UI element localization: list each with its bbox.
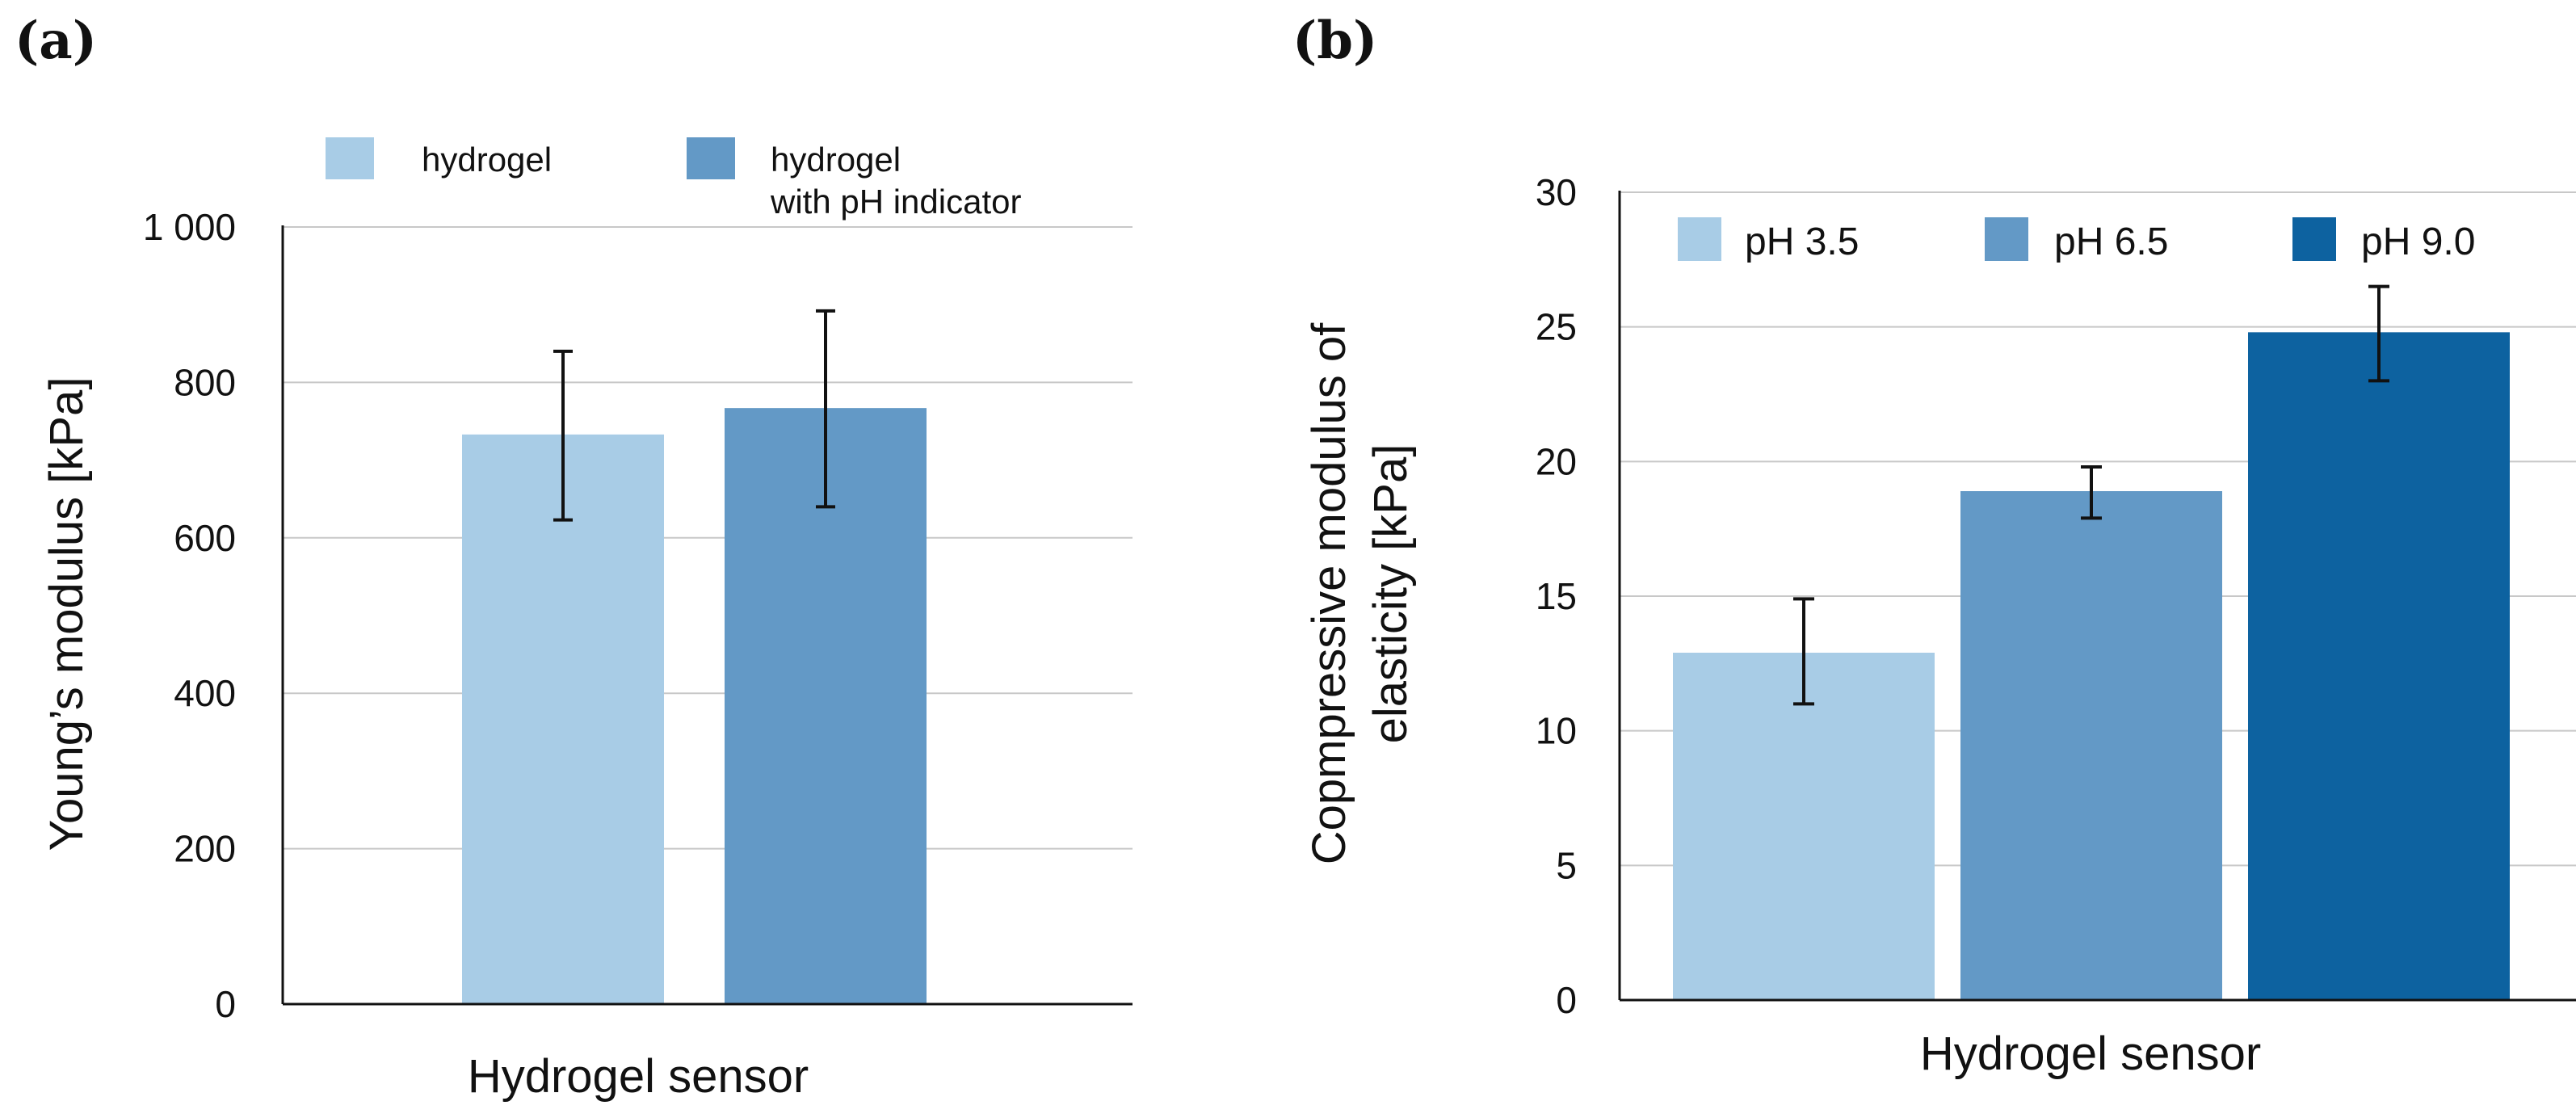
bar-ph-9-0: [2248, 332, 2510, 1000]
legend-label: with pH indicator: [770, 183, 1021, 221]
legend-swatch: [687, 137, 735, 179]
panel-label: (b): [1292, 11, 1377, 71]
y-axis-title-text: Young’s modulus [kPa]: [40, 377, 93, 851]
y-tick-label: 10: [1536, 710, 1577, 752]
y-tick-label: 800: [174, 361, 236, 403]
y-tick-label: 30: [1536, 171, 1577, 213]
y-tick-label: 600: [174, 517, 236, 559]
legend-swatch: [1678, 217, 1721, 261]
y-tick-label: 15: [1536, 575, 1577, 617]
y-tick-label: 0: [1556, 979, 1577, 1021]
legend-swatch: [1985, 217, 2028, 261]
y-tick-label: 20: [1536, 440, 1577, 482]
legend-swatch: [2292, 217, 2336, 261]
legend-label: hydrogel: [771, 141, 901, 179]
y-tick-label: 200: [174, 828, 236, 870]
bar-ph-6-5: [1960, 491, 2222, 1000]
panel-b-chart: (b) 0 5 10 15 20 25 30 Hydrogel sensor Copmpressi…: [1292, 11, 2576, 1080]
y-tick-label: 0: [215, 983, 236, 1025]
legend-label: hydrogel: [422, 141, 552, 179]
y-axis-title-line: elasticity [kPa]: [1364, 444, 1417, 744]
y-axis-title: Copmpressive modulus of elasticity [kPa]: [1303, 322, 1417, 864]
y-tick-label: 25: [1536, 306, 1577, 348]
panel-a-chart: (a) 0 200 400 600 800 1 000 Hydrogel sensor Youn…: [15, 11, 1133, 1103]
panel-label: (a): [15, 11, 97, 71]
bar-ph-3-5: [1673, 653, 1935, 1000]
y-axis-title: Young’s modulus [kPa]: [40, 377, 93, 851]
bar-hydrogel: [462, 434, 664, 1004]
legend-label: pH 3.5: [1745, 221, 1859, 263]
x-axis-title: Hydrogel sensor: [1920, 1028, 2261, 1080]
legend-swatch: [326, 137, 374, 179]
legend-label: pH 6.5: [2054, 221, 2168, 263]
y-tick-label: 5: [1556, 844, 1577, 886]
x-axis-title: Hydrogel sensor: [468, 1050, 809, 1103]
y-tick-label: 400: [174, 672, 236, 714]
y-tick-label: 1 000: [143, 206, 236, 248]
legend-label: pH 9.0: [2361, 221, 2475, 263]
y-axis-title-line: Copmpressive modulus of: [1303, 322, 1355, 864]
